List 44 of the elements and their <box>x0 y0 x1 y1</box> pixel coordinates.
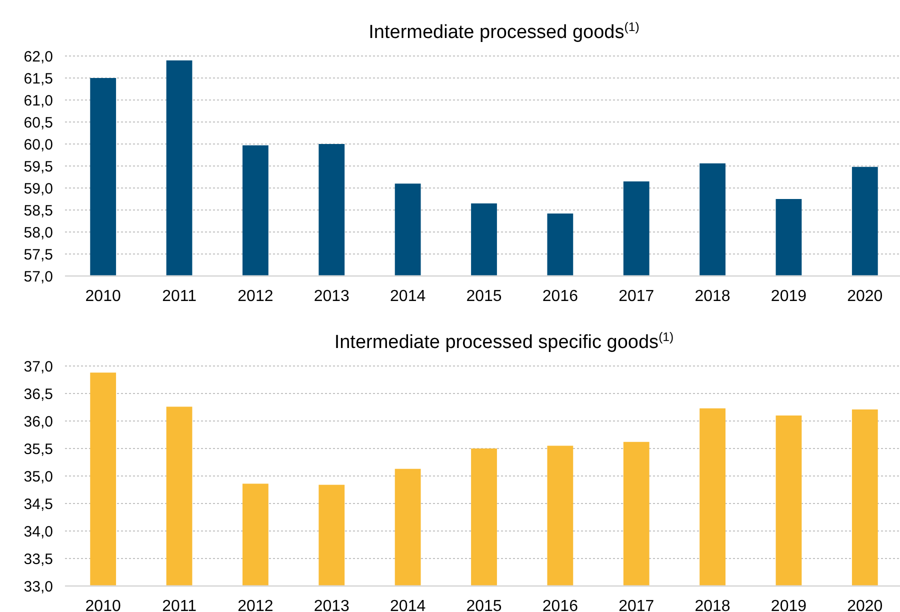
y-tick-label: 57,0 <box>24 268 53 286</box>
y-tick-label: 61,0 <box>24 92 53 110</box>
x-tick-label: 2014 <box>390 288 426 305</box>
x-tick-label: 2019 <box>770 598 807 612</box>
x-tick-label: 2010 <box>85 288 121 305</box>
y-tick-label: 58,0 <box>24 224 53 242</box>
x-tick-label: 2020 <box>847 288 883 305</box>
y-tick-label: 33,5 <box>24 550 53 568</box>
x-tick-label: 2017 <box>618 598 654 612</box>
x-tick-label: 2012 <box>238 598 274 612</box>
y-tick-label: 35,5 <box>24 440 53 458</box>
x-tick-label: 2011 <box>162 598 197 612</box>
y-tick-label: 37,0 <box>24 358 53 376</box>
x-tick-label: 2013 <box>314 598 350 612</box>
x-tick-label: 2015 <box>466 288 502 305</box>
x-tick-label: 2017 <box>618 288 654 305</box>
x-tick-label: 2010 <box>85 598 121 612</box>
x-tick-label: 2018 <box>694 288 730 305</box>
x-tick-label: 2011 <box>162 288 197 305</box>
y-tick-label: 61,5 <box>24 70 53 88</box>
x-tick-label: 2020 <box>847 598 883 612</box>
x-tick-label: 2019 <box>770 288 807 305</box>
y-tick-label: 36,0 <box>24 413 53 430</box>
y-tick-label: 33,0 <box>24 578 53 596</box>
y-tick-label: 57,5 <box>24 246 53 264</box>
y-tick-label: 59,0 <box>24 180 53 198</box>
y-tick-label: 35,0 <box>24 468 53 486</box>
x-tick-label: 2016 <box>542 598 578 612</box>
y-tick-label: 58,5 <box>24 202 53 220</box>
x-tick-label: 2018 <box>694 598 730 612</box>
y-tick-label: 60,0 <box>24 136 53 154</box>
y-tick-label: 59,5 <box>24 158 53 176</box>
x-tick-label: 2014 <box>390 598 426 612</box>
y-tick-label: 34,5 <box>24 496 53 513</box>
y-tick-label: 60,5 <box>24 114 53 132</box>
x-tick-label: 2016 <box>542 288 578 305</box>
x-tick-label: 2013 <box>314 288 350 305</box>
chart-title: Intermediate processed goods$^{(1)}$ <box>368 20 640 43</box>
x-tick-label: 2015 <box>466 598 502 612</box>
chart-title: Intermediate processed specific goods$^{(1)}$ <box>334 330 674 353</box>
y-tick-label: 34,0 <box>24 523 53 540</box>
y-tick-label: 62,0 <box>24 48 53 66</box>
x-tick-label: 2012 <box>238 288 274 305</box>
y-tick-label: 36,5 <box>24 386 53 403</box>
